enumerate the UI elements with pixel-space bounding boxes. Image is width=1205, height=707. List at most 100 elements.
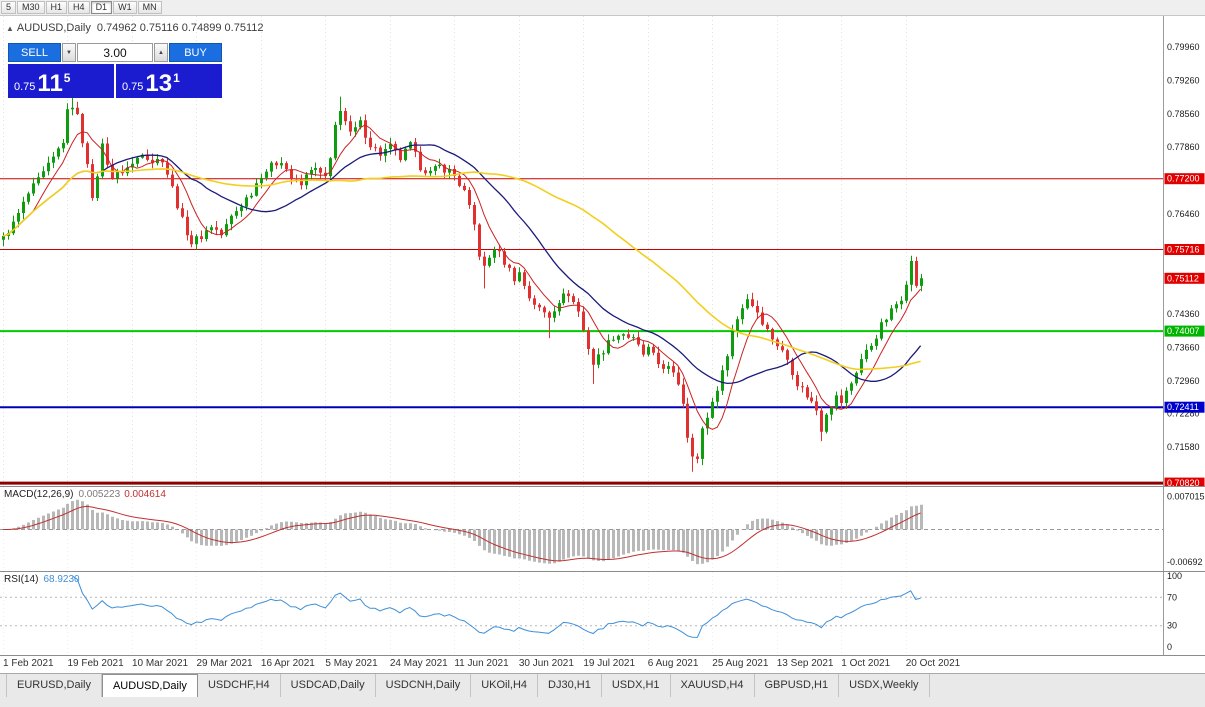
buy-button[interactable]: BUY <box>169 43 222 62</box>
chart-tab-usdcnh-daily[interactable]: USDCNH,Daily <box>376 674 472 697</box>
horizontal-levels <box>0 178 1163 485</box>
buy-price-big: 13 <box>145 70 173 97</box>
date-label: 30 Jun 2021 <box>518 658 574 669</box>
svg-text:0.77860: 0.77860 <box>1167 142 1200 152</box>
volume-input[interactable] <box>77 43 153 62</box>
rsi-name: RSI(14) <box>4 574 39 585</box>
sell-price-sup: 5 <box>63 71 71 85</box>
timeframe-button-d1[interactable]: D1 <box>90 1 113 14</box>
candle-wicks-down <box>77 101 917 472</box>
timeframe-button-w1[interactable]: W1 <box>113 1 137 14</box>
price-chart[interactable]: 0.79960 0.79260 0.78560 0.77860 0.76460 0.743… <box>0 16 1205 486</box>
svg-text:0.70820: 0.70820 <box>1167 478 1200 486</box>
date-label: 6 Aug 2021 <box>647 658 699 669</box>
candle-wicks-up <box>3 89 922 466</box>
buy-price-display[interactable]: 0.75 13 1 <box>116 64 222 98</box>
date-label: 11 Jun 2021 <box>454 658 509 669</box>
buy-price-base: 0.75 <box>122 81 144 93</box>
rsi-line <box>72 575 921 638</box>
timeframe-button-m30[interactable]: M30 <box>17 1 45 14</box>
macd-signal-line <box>3 505 921 562</box>
macd-panel[interactable]: 0.007015 -0.00692 MACD(12,26,9) 0.005223 0.… <box>0 487 1205 572</box>
date-label: 25 Aug 2021 <box>712 658 769 669</box>
sell-price-big: 11 <box>37 70 63 97</box>
svg-text:70: 70 <box>1167 592 1177 602</box>
bottom-strip <box>0 697 1205 707</box>
macd-label: MACD(12,26,9) 0.005223 0.004614 <box>4 489 166 500</box>
svg-text:0.77200: 0.77200 <box>1167 174 1200 184</box>
date-label: 29 Mar 2021 <box>196 658 253 669</box>
volume-up-button[interactable]: ▲ <box>154 43 168 62</box>
svg-text:0.71580: 0.71580 <box>1167 442 1200 452</box>
svg-text:0.76460: 0.76460 <box>1167 209 1200 219</box>
chart-symbol: AUDUSD,Daily <box>16 22 91 34</box>
svg-text:0.72280: 0.72280 <box>1167 409 1200 419</box>
macd-axis: 0.007015 -0.00692 <box>1163 487 1205 571</box>
price-axis: 0.79960 0.79260 0.78560 0.77860 0.76460 0.743… <box>1163 16 1205 486</box>
timeframe-button-h4[interactable]: H4 <box>68 1 90 14</box>
date-label: 13 Sep 2021 <box>776 658 834 669</box>
svg-text:0.79260: 0.79260 <box>1167 75 1200 85</box>
chart-tab-audusd-daily[interactable]: AUDUSD,Daily <box>101 674 198 697</box>
timeframe-button-h1[interactable]: H1 <box>45 1 68 14</box>
chart-tab-usdx-weekly[interactable]: USDX,Weekly <box>839 674 930 697</box>
macd-main-value: 0.005223 <box>78 489 121 500</box>
svg-text:0.78560: 0.78560 <box>1167 109 1200 119</box>
date-axis: 1 Feb 2021 19 Feb 2021 10 Mar 2021 29 Mar 2… <box>0 656 1205 673</box>
svg-text:0.007015: 0.007015 <box>1167 492 1205 502</box>
chart-tab-usdchf-h4[interactable]: USDCHF,H4 <box>198 674 281 697</box>
chart-tab-ukoil-h4[interactable]: UKOil,H4 <box>471 674 539 697</box>
svg-text:-0.00692: -0.00692 <box>1167 557 1203 567</box>
date-label: 19 Jul 2021 <box>583 658 636 669</box>
timeframe-toolbar: 5 M30 H1 H4 D1 W1 MN <box>0 0 1205 16</box>
sell-button[interactable]: SELL <box>8 43 61 62</box>
svg-text:0.74007: 0.74007 <box>1167 326 1200 336</box>
date-label: 16 Apr 2021 <box>260 658 315 669</box>
buy-price-sup: 1 <box>173 71 180 85</box>
chart-tabs-bar: EURUSD,Daily AUDUSD,Daily USDCHF,H4 USDCAD,… <box>0 673 1205 697</box>
volume-down-button[interactable]: ▼ <box>62 43 76 62</box>
svg-text:0: 0 <box>1167 642 1172 652</box>
chart-tab-xauusd-h4[interactable]: XAUUSD,H4 <box>671 674 755 697</box>
rsi-axis: 100 70 30 0 <box>1163 572 1182 655</box>
date-label: 20 Oct 2021 <box>905 658 961 669</box>
svg-text:0.72960: 0.72960 <box>1167 376 1200 386</box>
macd-signal-value: 0.004614 <box>124 489 166 500</box>
date-label: 24 May 2021 <box>389 658 448 669</box>
date-label: 1 Feb 2021 <box>3 658 54 669</box>
main-chart-panel[interactable]: 0.79960 0.79260 0.78560 0.77860 0.76460 0.743… <box>0 16 1205 487</box>
svg-text:0.75716: 0.75716 <box>1167 245 1200 255</box>
rsi-label: RSI(14) 68.9230 <box>4 574 80 585</box>
timeframe-button-mn[interactable]: MN <box>137 1 162 14</box>
svg-text:100: 100 <box>1167 572 1182 581</box>
svg-text:30: 30 <box>1167 621 1177 631</box>
collapse-arrow-icon[interactable]: ▲ <box>6 24 14 33</box>
rsi-chart[interactable]: 100 70 30 0 <box>0 572 1205 655</box>
ma-line-55 <box>2 168 921 371</box>
rsi-value: 68.9230 <box>43 574 80 585</box>
svg-text:0.72411: 0.72411 <box>1167 402 1199 412</box>
sell-price-display[interactable]: 0.75 11 5 <box>8 64 114 98</box>
chart-tab-usdx-h1[interactable]: USDX,H1 <box>602 674 671 697</box>
macd-chart[interactable]: 0.007015 -0.00692 <box>0 487 1205 571</box>
sell-price-base: 0.75 <box>14 81 36 93</box>
gridlines <box>3 572 907 655</box>
ma-line-21 <box>2 144 922 385</box>
chart-ohlc: 0.74962 0.75116 0.74899 0.75112 <box>96 22 264 34</box>
one-click-trading-panel: SELL ▼ ▲ BUY 0.75 11 5 0.75 13 1 <box>8 43 222 98</box>
date-label: 10 Mar 2021 <box>131 658 189 669</box>
timeframe-button-5[interactable]: 5 <box>1 1 17 14</box>
chart-tab-gbpusd-h1[interactable]: GBPUSD,H1 <box>755 674 840 697</box>
chart-tab-dj30-h1[interactable]: DJ30,H1 <box>538 674 602 697</box>
macd-name: MACD(12,26,9) <box>4 489 74 500</box>
date-label: 5 May 2021 <box>325 658 378 669</box>
macd-histogram <box>7 499 923 565</box>
rsi-panel[interactable]: 100 70 30 0 RSI(14) 68.9230 <box>0 572 1205 656</box>
svg-text:0.79960: 0.79960 <box>1167 42 1200 52</box>
svg-text:0.74360: 0.74360 <box>1167 309 1200 319</box>
date-label: 19 Feb 2021 <box>67 658 124 669</box>
chart-tab-eurusd-daily[interactable]: EURUSD,Daily <box>6 674 102 697</box>
chart-tab-usdcad-daily[interactable]: USDCAD,Daily <box>281 674 376 697</box>
chart-title: ▲ AUDUSD,Daily 0.74962 0.75116 0.74899 0.7… <box>6 22 263 34</box>
